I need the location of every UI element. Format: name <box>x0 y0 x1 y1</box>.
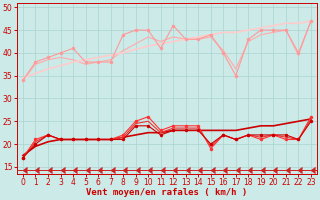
X-axis label: Vent moyen/en rafales ( km/h ): Vent moyen/en rafales ( km/h ) <box>86 188 248 197</box>
